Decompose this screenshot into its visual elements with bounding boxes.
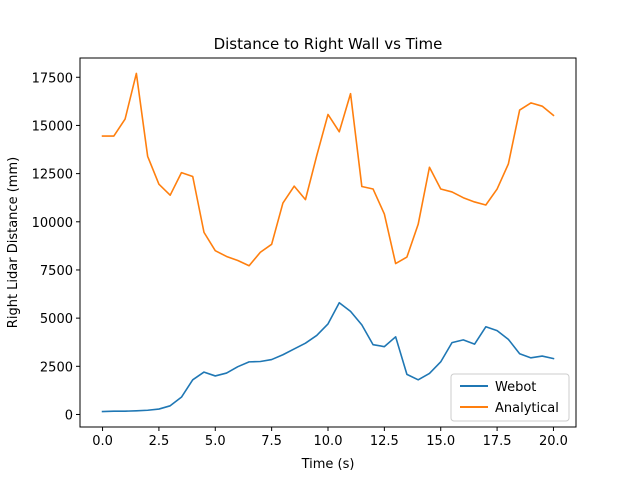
x-tick-label: 7.5: [261, 434, 282, 449]
y-tick-label: 7500: [40, 264, 73, 279]
series-line-analytical: [101, 72, 555, 267]
x-tick-label: 17.5: [483, 434, 512, 449]
x-axis-ticks: 0.0 2.5 5.0 7.5 10.0 12.5 15.0 17.5 20.0: [92, 427, 568, 449]
y-tick-label: 10000: [32, 216, 73, 231]
y-tick-label: 0: [65, 408, 73, 423]
y-tick-label: 2500: [40, 360, 73, 375]
x-tick-label: 20.0: [539, 434, 568, 449]
y-axis-label: Right Lidar Distance (mm): [6, 157, 21, 328]
plot-frame: [79, 57, 577, 428]
legend: Webot Analytical: [450, 373, 570, 422]
chart-title: Distance to Right Wall vs Time: [214, 35, 443, 53]
y-tick-label: 5000: [40, 312, 73, 327]
x-tick-label: 5.0: [205, 434, 226, 449]
y-tick-label: 17500: [32, 71, 73, 86]
y-axis-ticks: 0 2500 5000 7500 10000 12500 15000 17500: [32, 71, 80, 423]
series-line-webot: [101, 301, 555, 413]
x-axis-label: Time (s): [301, 457, 355, 472]
legend-label-analytical: Analytical: [495, 401, 559, 416]
x-tick-label: 10.0: [314, 434, 343, 449]
x-tick-label: 15.0: [426, 434, 455, 449]
x-tick-label: 12.5: [370, 434, 399, 449]
x-tick-label: 0.0: [92, 434, 113, 449]
series-layer: [101, 72, 555, 413]
x-tick-label: 2.5: [149, 434, 170, 449]
y-tick-label: 12500: [32, 168, 73, 183]
y-tick-label: 15000: [32, 119, 73, 134]
legend-label-webot: Webot: [495, 380, 536, 395]
